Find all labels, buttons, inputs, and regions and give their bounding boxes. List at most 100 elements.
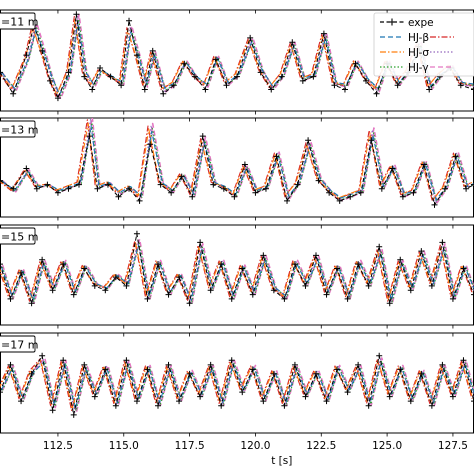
expe-marker (39, 47, 46, 54)
expe-marker (49, 287, 56, 294)
expe-marker (397, 256, 404, 263)
expe-marker (376, 352, 383, 359)
expe-marker (39, 256, 46, 263)
expe-marker (115, 193, 122, 200)
series-line-5 (0, 118, 474, 204)
expe-marker (376, 243, 383, 250)
expe-marker (471, 86, 474, 93)
expe-marker (228, 295, 235, 302)
expe-marker (0, 177, 3, 184)
expe-marker (239, 265, 246, 272)
expe-marker (334, 265, 341, 272)
expe-marker (70, 291, 77, 298)
expe-marker (191, 73, 198, 80)
expe-marker (439, 239, 446, 246)
expe-marker (389, 165, 396, 172)
expe-marker (281, 402, 288, 409)
legend-label: HJ-σ (408, 47, 429, 59)
expe-marker (220, 185, 227, 192)
x-tick-label: 122.5 (306, 440, 336, 452)
expe-marker (228, 357, 235, 364)
panel-label-text: =17 m (1, 339, 38, 352)
expe-marker (399, 193, 406, 200)
expe-marker (212, 56, 219, 63)
expe-marker (247, 34, 254, 41)
expe-marker (70, 411, 77, 418)
legend-label: expe (408, 17, 434, 29)
expe-marker (23, 52, 30, 59)
expe-marker (157, 181, 164, 188)
legend-item: HJ-σ (380, 47, 429, 59)
series-line-1 (1, 125, 474, 201)
expe-marker (302, 393, 309, 400)
expe-marker (234, 73, 240, 80)
expe-marker (168, 189, 175, 196)
expe-marker (7, 295, 14, 302)
expe-line (0, 354, 474, 415)
panel-frame (0, 332, 474, 434)
series-line-3 (1, 242, 474, 303)
expe-marker (65, 69, 72, 76)
expe-marker (299, 77, 306, 84)
expe-marker (186, 300, 193, 307)
x-tick-label: 120.0 (240, 440, 270, 452)
expe-marker (355, 361, 362, 368)
expe-marker (210, 181, 217, 188)
expe-marker (442, 185, 449, 192)
expe-marker (397, 366, 404, 373)
expe-marker (81, 73, 88, 80)
expe-marker (313, 252, 319, 259)
expe-marker (313, 370, 319, 377)
expe-marker (91, 393, 98, 400)
expe-marker (260, 398, 267, 405)
expe-marker (155, 261, 161, 268)
expe-marker (0, 389, 3, 396)
expe-line (0, 14, 474, 100)
expe-marker (218, 261, 225, 268)
series-line-1 (1, 244, 474, 301)
expe-marker (418, 370, 425, 377)
expe-marker (347, 193, 354, 200)
series-line-2 (0, 360, 474, 410)
expe-marker (136, 197, 143, 204)
expe-marker (54, 95, 61, 102)
expe-marker (10, 185, 17, 192)
expe-marker (197, 239, 204, 246)
expe-marker (257, 69, 264, 76)
expe-marker (176, 398, 183, 405)
x-tick-label: 127.5 (438, 440, 468, 452)
expe-marker (410, 189, 417, 196)
panel-label-box (0, 12, 36, 30)
expe-marker (294, 181, 301, 188)
expe-marker (407, 398, 414, 405)
legend-box (373, 12, 474, 77)
expe-marker (47, 77, 54, 84)
panel-label-text: =11 m (1, 16, 38, 29)
expe-marker (249, 291, 256, 298)
expe-marker (460, 357, 467, 364)
expe-marker (428, 282, 435, 289)
expe-marker (123, 357, 130, 364)
expe-marker (39, 352, 46, 359)
x-tick-label: 112.5 (43, 440, 73, 452)
expe-marker (426, 86, 433, 93)
expe-marker (144, 295, 151, 302)
panel-label-box (0, 335, 36, 353)
x-tick-label: 125.0 (372, 440, 402, 452)
series-line-4 (0, 240, 473, 302)
expe-marker (310, 73, 317, 80)
series-line-1 (1, 361, 474, 410)
panel-label-box (0, 120, 36, 138)
expe-marker (471, 398, 474, 405)
expe-marker (270, 370, 277, 377)
expe-marker (449, 393, 456, 400)
expe-marker (73, 11, 80, 18)
panel-label: =15 m (0, 227, 38, 245)
expe-marker (373, 90, 380, 97)
expe-marker (352, 60, 359, 67)
expe-marker (0, 261, 3, 268)
expe-marker (33, 185, 40, 192)
expe-marker (186, 370, 193, 377)
expe-marker (178, 173, 185, 180)
